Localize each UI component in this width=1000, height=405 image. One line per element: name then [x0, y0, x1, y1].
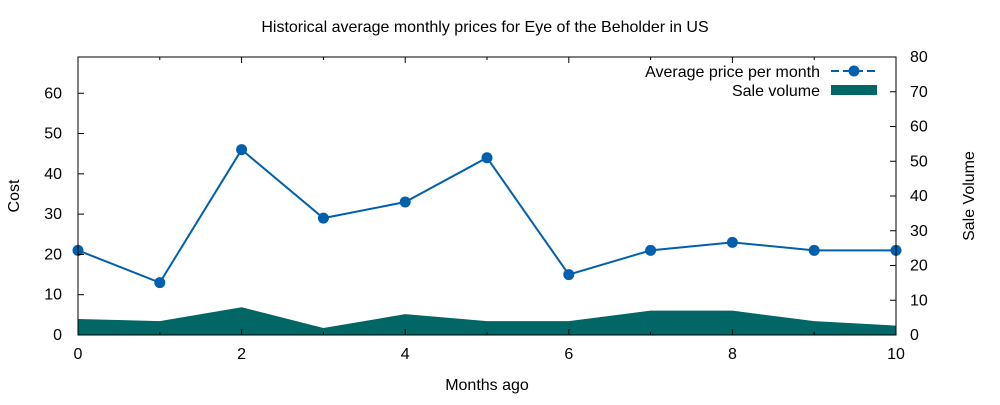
- legend-price-marker: [848, 65, 860, 77]
- y-axis-label: Cost: [6, 179, 23, 212]
- price-layer: [72, 144, 902, 289]
- price-point: [154, 277, 166, 289]
- y-tick-label: 60: [44, 85, 62, 102]
- y-tick-label: 40: [44, 166, 62, 183]
- price-point: [399, 196, 411, 208]
- x-tick-label: 2: [237, 346, 246, 363]
- y2-tick-label: 50: [910, 153, 928, 170]
- y2-tick-label: 70: [910, 84, 928, 101]
- legend: Average price per month Sale volume: [645, 64, 877, 100]
- legend-volume-swatch: [831, 85, 877, 95]
- legend-price-label: Average price per month: [645, 64, 820, 81]
- x-axis-label: Months ago: [445, 377, 529, 394]
- y-tick-label: 20: [44, 246, 62, 263]
- x-tick-label: 8: [728, 346, 737, 363]
- y-tick-label: 0: [53, 327, 62, 344]
- x-tick-label: 10: [887, 346, 905, 363]
- price-point: [645, 244, 657, 256]
- y2-tick-label: 20: [910, 258, 928, 275]
- x-tick-label: 4: [401, 346, 410, 363]
- price-point: [563, 269, 575, 281]
- y2-tick-label: 30: [910, 223, 928, 240]
- price-point: [481, 152, 493, 164]
- chart-title: Historical average monthly prices for Ey…: [261, 19, 708, 36]
- price-point: [726, 236, 738, 248]
- y-tick-label: 10: [44, 287, 62, 304]
- x-tick-label: 0: [74, 346, 83, 363]
- legend-volume-label: Sale volume: [732, 83, 820, 100]
- price-point: [236, 144, 248, 156]
- tick-layer: 0 2 4 6 8 10 0 10 20 30 40 50 60 0 10 20 30 40 50 60 70 80: [44, 49, 928, 363]
- y2-tick-label: 40: [910, 188, 928, 205]
- y2-tick-label: 80: [910, 49, 928, 66]
- y2-tick-label: 10: [910, 292, 928, 309]
- sale-volume-layer: [78, 307, 896, 335]
- x-tick-label: 6: [564, 346, 573, 363]
- y2-tick-label: 0: [910, 327, 919, 344]
- price-point: [317, 212, 329, 224]
- sale-volume-area: [78, 307, 896, 335]
- price-point: [808, 244, 820, 256]
- y2-tick-label: 60: [910, 119, 928, 136]
- price-line: [77, 148, 896, 284]
- y-tick-label: 50: [44, 126, 62, 143]
- y2-axis-label: Sale Volume: [961, 151, 978, 241]
- y-tick-label: 30: [44, 206, 62, 223]
